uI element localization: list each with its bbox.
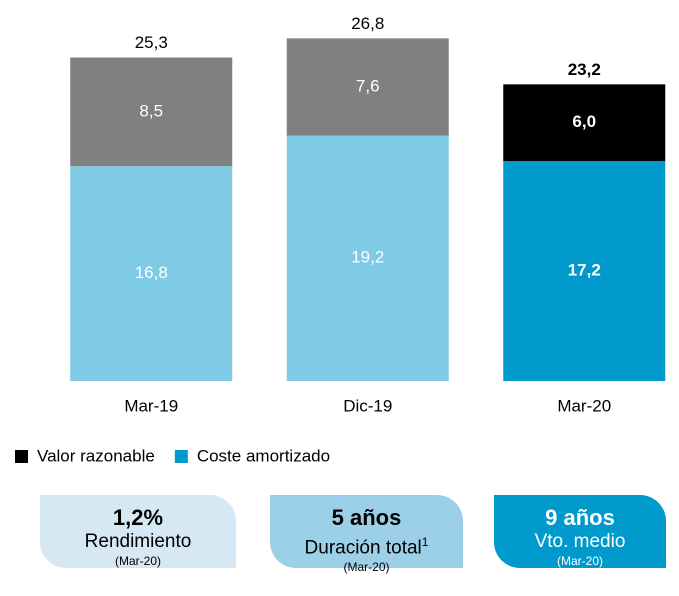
total-label: 23,2 [568,60,601,79]
x-tick-label: Dic-19 [343,396,392,415]
footnote-mark: 1 [421,535,429,549]
kpi-label-wrap: Duración total1 [270,531,463,559]
kpi-value: 9 años [545,505,615,530]
value-label: 19,2 [351,248,384,267]
bar-segment [286,135,449,381]
kpi-value: 1,2% [112,505,164,530]
kpi-label: Rendimiento [84,531,192,552]
value-label: 16,8 [135,263,168,282]
chart: 16,8 8,5 25,3 Mar-19 19,2 7,6 26,8 Dic-19 17,2 6,… [15,14,666,465]
kpi-note: (Mar-20) [343,560,390,575]
bar-segment [286,38,449,136]
kpi-box: 5 años Duración total1 (Mar-20) [270,495,463,574]
kpi-label: Vto. medio [534,531,626,552]
x-tick-label: Mar-19 [124,396,178,415]
total-label: 25,3 [135,33,168,52]
kpi-value: 5 años [331,505,402,530]
bar-segment [503,84,666,162]
bar-segment [503,161,666,381]
legend-label: Coste amortizado [197,446,330,465]
bar-segment [70,57,233,167]
legend-swatch [174,450,188,463]
kpi-box: 1,2% Rendimiento (Mar-20) [40,495,236,568]
x-tick-label: Mar-20 [557,396,611,415]
value-label: 6,0 [572,112,596,131]
kpi-note: (Mar-20) [556,554,603,568]
kpi-label: Duración total [304,537,422,559]
kpi-note: (Mar-20) [114,554,161,568]
kpi-box: 9 años Vto. medio (Mar-20) [494,495,666,568]
legend-swatch [15,450,28,463]
value-label: 17,2 [568,261,601,280]
value-label: 8,5 [139,101,163,120]
bar-segment [70,166,233,381]
legend-label: Valor razonable [37,446,155,465]
value-label: 7,6 [356,76,380,95]
total-label: 26,8 [351,14,384,33]
